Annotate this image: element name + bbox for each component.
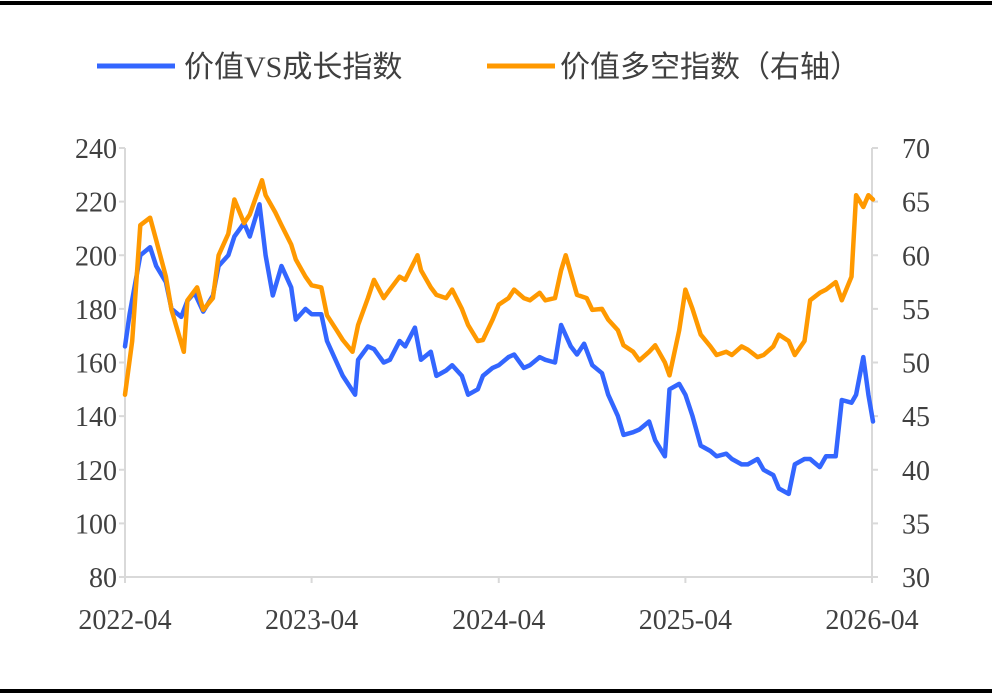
legend-label-value-long-short: 价值多空指数（右轴）	[560, 51, 860, 84]
left-tick-label: 140	[75, 402, 117, 433]
x-tick-label: 2023-04	[265, 605, 358, 636]
left-tick-label: 240	[75, 134, 117, 165]
left-tick-label: 180	[75, 295, 117, 326]
left-tick-label: 100	[75, 509, 117, 540]
right-tick-label: 35	[902, 509, 930, 540]
left-tick-label: 160	[75, 349, 117, 380]
x-tick-label: 2025-04	[639, 605, 732, 636]
legend: 价值VS成长指数 价值多空指数（右轴）	[97, 51, 860, 84]
left-tick-label: 200	[75, 241, 117, 272]
top-rule	[0, 1, 992, 5]
x-tick-label: 2026-04	[825, 605, 918, 636]
left-tick-label: 80	[89, 563, 117, 594]
series-line-0	[122, 202, 876, 497]
series-line-1	[122, 177, 876, 397]
legend-label-value-vs-growth: 价值VS成长指数	[184, 51, 402, 84]
right-tick-label: 65	[902, 188, 930, 219]
right-tick-label: 60	[902, 241, 930, 272]
right-tick-label: 30	[902, 563, 930, 594]
left-tick-label: 120	[75, 456, 117, 487]
right-tick-label: 55	[902, 295, 930, 326]
right-tick-label: 40	[902, 456, 930, 487]
bottom-rule	[0, 689, 992, 693]
right-tick-label: 45	[902, 402, 930, 433]
x-tick-label: 2024-04	[452, 605, 545, 636]
left-tick-label: 220	[75, 188, 117, 219]
right-tick-label: 50	[902, 349, 930, 380]
right-tick-label: 70	[902, 134, 930, 165]
x-tick-label: 2022-04	[78, 605, 171, 636]
